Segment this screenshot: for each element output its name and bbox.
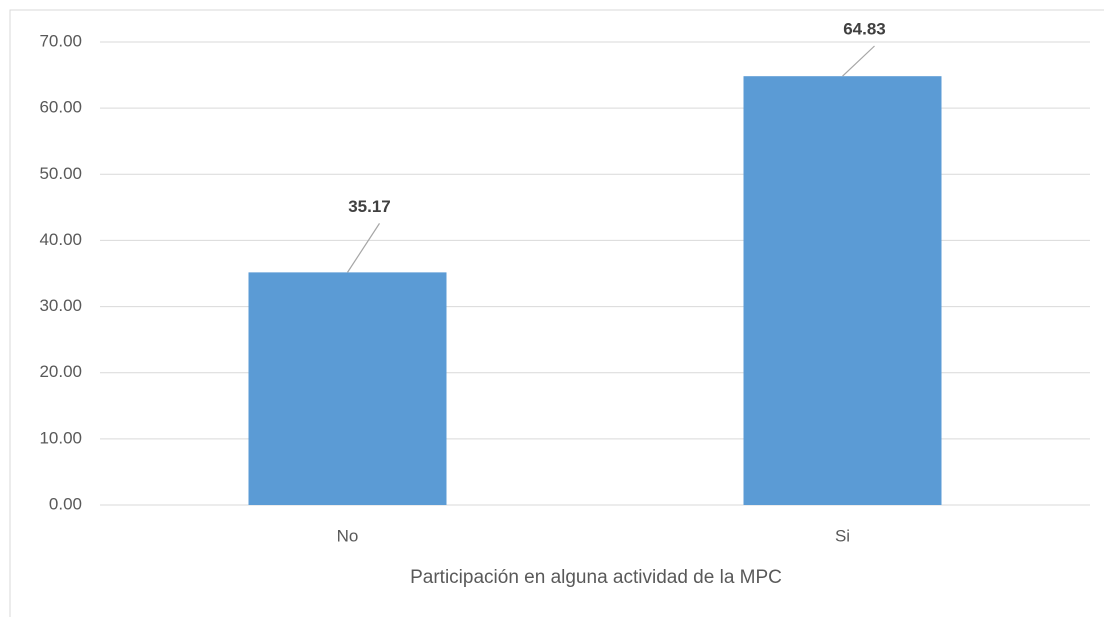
y-tick-label: 20.00 <box>39 362 82 381</box>
y-tick-label: 10.00 <box>39 428 82 447</box>
chart-frame <box>9 9 1104 617</box>
y-tick-label: 60.00 <box>39 98 82 117</box>
x-tick-label: Si <box>835 526 850 545</box>
y-tick-label: 50.00 <box>39 164 82 183</box>
data-label: 64.83 <box>843 19 886 38</box>
x-axis-label: Participación en alguna actividad de la … <box>410 567 782 588</box>
bar <box>248 272 447 505</box>
y-tick-label: 40.00 <box>39 230 82 249</box>
leader-line <box>842 45 875 77</box>
y-tick-label: 70.00 <box>39 31 82 50</box>
data-label: 35.17 <box>348 197 391 216</box>
leader-line <box>346 223 381 273</box>
x-tick-label: No <box>337 526 359 545</box>
y-tick-label: 0.00 <box>49 494 82 513</box>
y-tick-label: 30.00 <box>39 296 82 315</box>
bar <box>743 76 942 505</box>
